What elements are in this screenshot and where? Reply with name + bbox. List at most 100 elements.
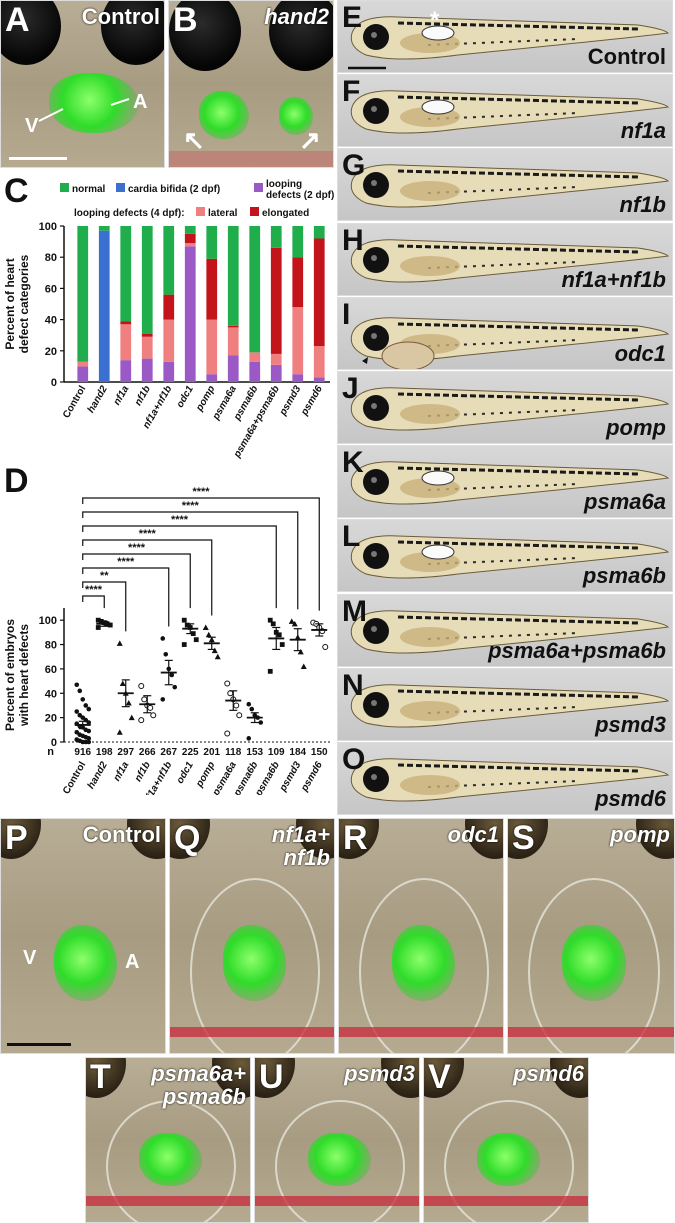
panel-letter-m: M — [342, 594, 367, 628]
legend-looping4-title: looping defects (4 dpf): — [74, 208, 185, 219]
panel-letter-f: F — [342, 75, 361, 109]
larva-drawing — [350, 387, 670, 431]
data-point-psma6b — [246, 736, 252, 741]
panel-e-label: Control — [587, 43, 666, 69]
x-tick-label-hand2: hand2 — [86, 384, 110, 415]
data-point-psmd6 — [322, 643, 329, 650]
bar-segment-nf1a-elongated — [120, 321, 132, 325]
bar-segment-psma6a-plus-psma6b-lateral — [270, 353, 282, 365]
bar-segment-nf1b-looping2 — [141, 358, 153, 382]
x-tick-label-psmd6: psmd6 — [299, 760, 325, 795]
panel-s-label: pomp — [610, 822, 670, 847]
panel-m-label: psma6a+psma6b — [488, 637, 666, 663]
x-tick-label-nf1a: nf1a — [112, 384, 132, 408]
legend-label-elongated: elongated — [262, 208, 309, 219]
y-tick-label: 80 — [45, 252, 57, 264]
data-point-nf1a-plus-nf1b — [172, 684, 178, 690]
data-point-psmd3 — [297, 648, 304, 655]
larva-drawing — [350, 164, 670, 208]
significance-bracket — [82, 581, 127, 632]
data-point-psma6a-plus-psma6b — [276, 632, 282, 638]
y-tick-label: 40 — [45, 688, 57, 700]
data-point-odc1 — [181, 617, 187, 623]
heart-fluorescence — [49, 73, 139, 133]
pigment-stripe — [397, 169, 639, 179]
yolk — [400, 181, 460, 202]
heart-fluorescence — [477, 1132, 541, 1186]
y-tick-label: 60 — [45, 283, 57, 295]
x-tick-label-nf1b: nf1b — [133, 384, 153, 408]
bar-segment-odc1-looping2 — [184, 246, 196, 382]
bar-segment-hand2-normal — [98, 226, 110, 231]
panel-h-label: nf1a+nf1b — [561, 266, 666, 292]
data-point-hand2 — [95, 617, 101, 623]
panel-letter-s: S — [512, 819, 535, 857]
legend-swatch-lateral — [196, 207, 205, 216]
swim-bladder — [421, 470, 455, 486]
y-tick-label: 80 — [45, 640, 57, 652]
data-point-control — [86, 736, 92, 741]
n-value-psma6b: 153 — [246, 747, 263, 758]
bar-segment-pomp-elongated — [206, 258, 218, 320]
y-axis-label: Percent of heart — [3, 258, 17, 349]
x-tick-label-nf1b: nf1b — [133, 760, 153, 784]
data-point-hand2 — [95, 625, 101, 630]
significance-bracket — [82, 525, 277, 609]
bar-segment-psma6a-lateral — [227, 327, 239, 356]
data-point-nf1a-plus-nf1b — [163, 651, 169, 657]
panel-letter-q: Q — [174, 819, 201, 857]
bar-segment-control-looping2 — [77, 366, 89, 382]
panel-b-hand2-heart: B hand2 ↖ ↗ — [168, 0, 334, 168]
n-value-nf1b: 266 — [139, 747, 156, 758]
n-value-pomp: 201 — [203, 747, 220, 758]
ventricle-label: V — [25, 115, 39, 137]
panel-l-label: psma6b — [582, 563, 666, 589]
y-tick-label: 100 — [39, 615, 57, 627]
swim-bladder — [421, 25, 455, 41]
eye-highlight — [371, 180, 377, 187]
data-point-control — [74, 682, 80, 688]
data-point-psma6b — [249, 706, 255, 712]
data-point-odc1 — [184, 622, 190, 628]
data-point-psma6a — [233, 702, 240, 709]
significance-label: ** — [100, 570, 109, 582]
n-value-control: 916 — [74, 747, 91, 758]
y-tick-label: 100 — [39, 221, 57, 233]
legend-swatch-elongated — [250, 207, 259, 216]
larva-drawing — [350, 535, 670, 579]
data-point-psmd3 — [288, 618, 295, 624]
panel-e-larva-control: * E Control — [337, 0, 673, 73]
bar-segment-psma6b-lateral — [249, 352, 261, 362]
pigment-stripe — [397, 322, 639, 332]
bar-segment-psma6a-plus-psma6b-elongated — [270, 247, 282, 354]
data-point-psma6b — [246, 701, 252, 707]
data-point-psma6a — [236, 712, 243, 719]
chamber-pointers — [38, 98, 130, 122]
larva-drawing — [350, 238, 670, 283]
significance-label: **** — [117, 556, 135, 568]
n-value-psma6a: 118 — [225, 747, 242, 758]
data-point-nf1b — [150, 712, 157, 719]
panel-letter-t: T — [90, 1058, 111, 1096]
x-tick-label-control: Control — [61, 384, 88, 420]
bar-segment-psma6a-elongated — [227, 325, 239, 328]
eye-highlight — [371, 332, 377, 339]
larva-drawing — [350, 90, 670, 134]
pericardial-edema — [381, 341, 435, 369]
data-point-control — [86, 728, 92, 734]
heart-fluorescence — [139, 1132, 203, 1186]
x-tick-label-odc1: odc1 — [175, 760, 196, 786]
larva-drawing — [350, 609, 670, 654]
red-blood-pooling — [170, 1027, 334, 1037]
data-point-hand2 — [107, 622, 113, 628]
eye-highlight — [371, 254, 377, 261]
left-arrow-icon: ↖ — [183, 125, 205, 155]
bar-segment-nf1b-lateral — [141, 336, 153, 359]
pericardial-sac — [528, 878, 660, 1053]
